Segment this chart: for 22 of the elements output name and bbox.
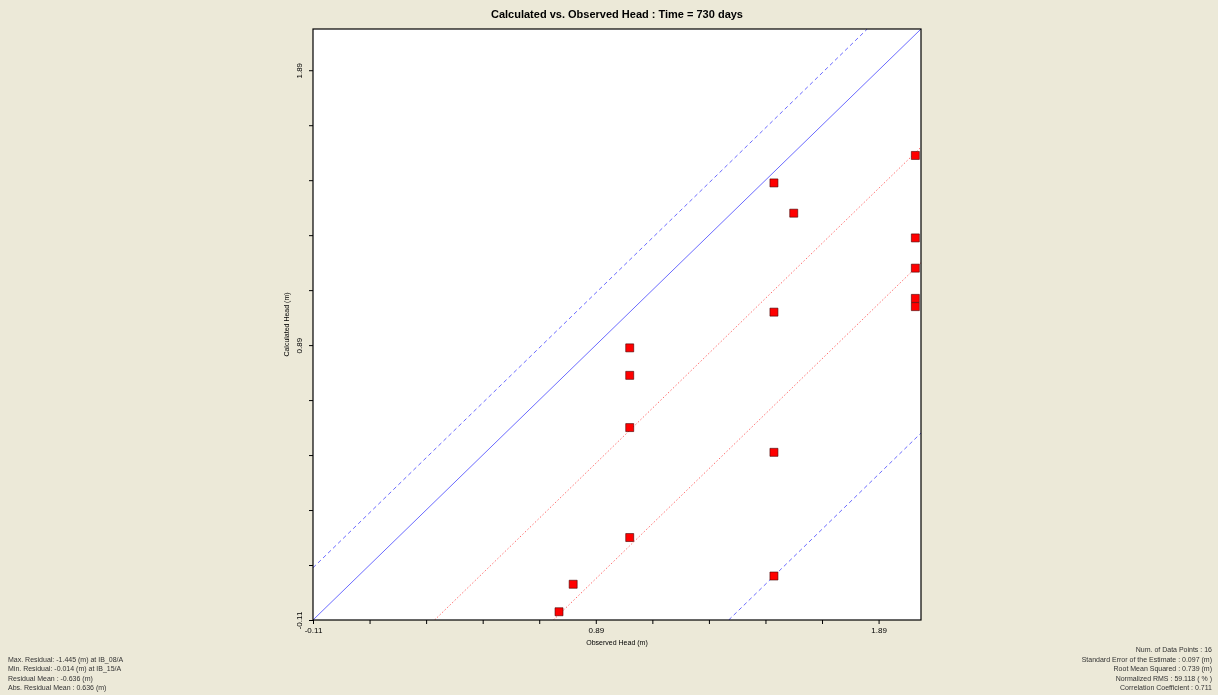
y-tick-label: 0.89 — [295, 337, 304, 354]
x-tick-label: -0.11 — [304, 625, 323, 635]
point — [554, 607, 564, 617]
point — [625, 423, 635, 432]
point — [625, 533, 635, 542]
point — [911, 302, 920, 311]
x-tick-label: 0.89 — [588, 625, 605, 635]
point — [789, 208, 799, 218]
point — [911, 233, 920, 243]
point — [769, 178, 779, 188]
point — [911, 263, 920, 273]
point — [769, 448, 779, 457]
x-tick-label: 1.89 — [871, 625, 888, 635]
point — [625, 343, 635, 353]
chart-title: Calculated vs. Observed Head : Time = 730 days — [490, 8, 744, 20]
point — [625, 371, 635, 380]
point — [911, 151, 920, 160]
point — [911, 294, 920, 303]
point — [568, 579, 578, 589]
y-tick-label: 1.89 — [295, 62, 304, 79]
point — [769, 307, 779, 317]
point — [769, 571, 779, 581]
